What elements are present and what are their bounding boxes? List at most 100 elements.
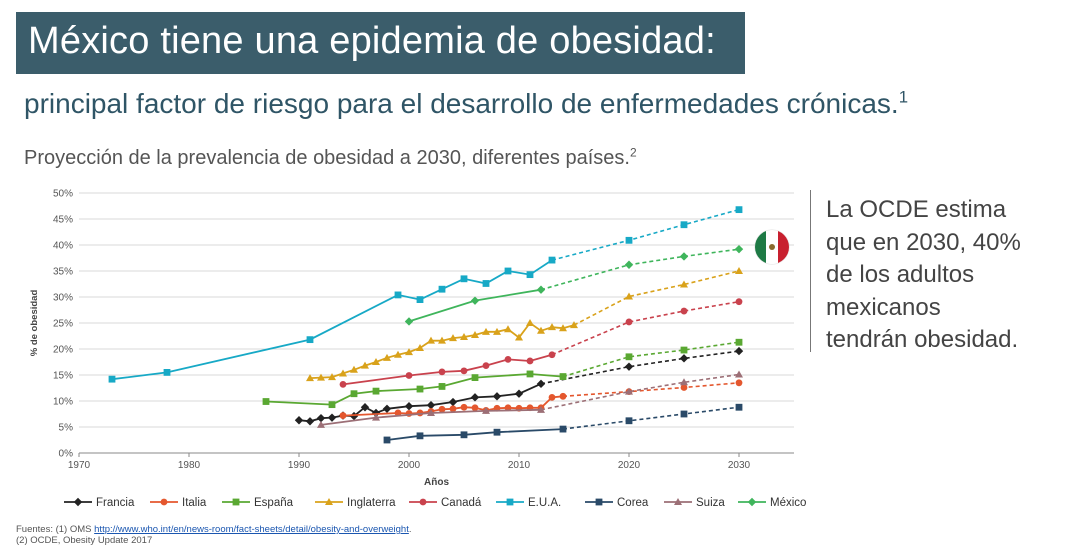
data-point — [536, 285, 546, 294]
data-point — [625, 387, 633, 395]
data-point — [624, 362, 634, 371]
y-tick-label: 35% — [53, 267, 73, 278]
flag-emblem-icon — [769, 244, 775, 250]
data-point — [559, 373, 567, 380]
data-point — [537, 326, 545, 334]
source-prefix: Fuentes: (1) OMS — [16, 524, 95, 535]
data-point — [625, 292, 633, 300]
y-tick-label: 40% — [53, 241, 73, 252]
data-point — [548, 351, 556, 359]
sources-footnote: Fuentes: (1) OMS http://www.who.int/en/n… — [16, 524, 412, 546]
x-tick-label: 2030 — [728, 460, 751, 471]
data-point — [404, 317, 414, 326]
series-espaa — [262, 338, 743, 409]
data-point — [735, 206, 743, 214]
x-tick-label: 1990 — [288, 460, 311, 471]
data-point — [504, 325, 512, 333]
callout-line: que en 2030, 40% — [826, 228, 1021, 256]
legend-item: España — [222, 497, 294, 509]
legend-item: Suiza — [664, 497, 725, 509]
data-point — [548, 323, 556, 331]
legend-label: Suiza — [696, 497, 725, 509]
data-point — [548, 256, 556, 264]
data-point — [747, 497, 757, 507]
data-point — [460, 403, 468, 411]
callout-text: La OCDE estima que en 2030, 40% de los a… — [826, 194, 1021, 357]
data-point — [514, 389, 524, 398]
data-point — [372, 358, 380, 365]
data-point — [504, 356, 512, 363]
source-link[interactable]: http://www.who.int/en/news-room/fact-she… — [94, 524, 409, 535]
callout-line: mexicanos — [826, 293, 941, 321]
series-line — [342, 353, 553, 386]
data-point — [416, 432, 424, 440]
legend-item: Italia — [150, 497, 207, 509]
data-point — [471, 404, 479, 412]
data-point — [735, 338, 743, 346]
y-axis-label: % de obesidad — [29, 290, 40, 357]
series-suiza — [317, 370, 743, 428]
data-point — [372, 413, 380, 421]
data-point — [679, 354, 689, 363]
data-point — [506, 498, 514, 506]
data-point — [317, 420, 325, 428]
data-point — [317, 373, 325, 381]
y-tick-label: 50% — [53, 189, 73, 200]
data-point — [438, 285, 446, 293]
chart-title-text: Proyección de la prevalencia de obesidad… — [24, 147, 630, 169]
legend-label: México — [770, 497, 806, 509]
x-tick-label: 2020 — [618, 460, 641, 471]
data-point — [482, 327, 490, 335]
data-point — [526, 357, 534, 365]
source-line-2: (2) OCDE, Obesity Update 2017 — [16, 535, 153, 546]
data-point — [492, 392, 502, 401]
data-point — [438, 405, 446, 413]
legend-label: España — [254, 497, 294, 509]
data-point — [680, 346, 688, 354]
data-point — [350, 390, 358, 398]
legend-label: E.U.A. — [528, 497, 561, 509]
data-point — [735, 298, 743, 306]
data-point — [160, 498, 168, 506]
data-point — [625, 353, 633, 361]
series-projection-line — [551, 208, 740, 261]
legend-item: Inglaterra — [315, 497, 396, 509]
data-point — [679, 252, 689, 261]
data-point — [595, 498, 603, 506]
data-point — [526, 271, 534, 279]
series-canad — [339, 298, 743, 388]
data-point — [350, 365, 358, 373]
legend-label: Italia — [182, 497, 207, 509]
data-point — [471, 374, 479, 381]
data-point — [394, 409, 402, 417]
data-point — [504, 267, 512, 275]
data-point — [625, 417, 633, 425]
y-tick-label: 0% — [59, 449, 74, 460]
x-tick-label: 2010 — [508, 460, 531, 471]
data-point — [306, 336, 314, 344]
data-point — [349, 411, 359, 421]
legend-item: Francia — [64, 497, 135, 509]
chart-title-ref: 2 — [629, 145, 637, 160]
data-point — [405, 348, 413, 356]
data-point — [339, 369, 347, 377]
data-point — [371, 408, 381, 418]
data-point — [328, 373, 336, 381]
legend-item: Corea — [585, 497, 649, 509]
data-point — [438, 368, 446, 376]
y-tick-label: 10% — [53, 397, 73, 408]
x-tick-label: 2000 — [398, 460, 421, 471]
data-point — [625, 318, 633, 326]
series-line — [111, 259, 553, 381]
data-point — [680, 307, 688, 315]
data-point — [735, 267, 743, 274]
data-point — [449, 334, 457, 342]
data-point — [515, 333, 523, 341]
series-projection-line — [540, 373, 740, 411]
data-point — [536, 379, 546, 389]
source-suffix: . — [408, 524, 412, 535]
data-point — [460, 431, 468, 439]
data-point — [339, 380, 347, 388]
data-point — [416, 385, 424, 393]
data-point — [448, 397, 458, 407]
